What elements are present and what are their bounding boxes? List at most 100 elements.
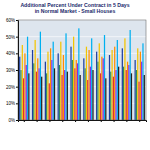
tick-mark: [16, 120, 18, 121]
bar: [109, 55, 110, 120]
bar: [117, 40, 118, 120]
bar: [74, 68, 75, 120]
series: [26, 58, 143, 120]
grid-line: [18, 36, 146, 37]
tick-mark: [24, 120, 25, 122]
bar: [86, 47, 87, 120]
bar: [33, 63, 34, 120]
bar: [111, 50, 112, 120]
bar: [141, 62, 142, 120]
bars: [19, 28, 145, 120]
bar: [103, 58, 104, 120]
bar: [51, 60, 52, 120]
tick: [126, 120, 127, 122]
bar: [50, 48, 51, 120]
bar: [63, 55, 64, 120]
bar: [92, 70, 93, 120]
bar: [72, 60, 73, 120]
tick-mark: [16, 103, 18, 104]
series: [28, 67, 145, 120]
tick: [139, 120, 140, 122]
bar: [83, 58, 84, 120]
tick-label: 40%: [6, 51, 15, 56]
tick-mark: [88, 120, 89, 122]
bar: [64, 70, 65, 120]
bar: [137, 48, 138, 120]
bar: [76, 60, 77, 120]
bar: [24, 53, 25, 120]
bar: [59, 65, 60, 120]
tick: 20%: [6, 85, 18, 90]
bar: [36, 72, 37, 120]
tick-label: 0%: [8, 118, 15, 123]
chart: Additional Percent Under Contract in 5 D…: [0, 0, 150, 150]
tick-label: 10%: [6, 101, 15, 106]
tick-mark: [16, 53, 18, 54]
tick-label: 20%: [6, 85, 15, 90]
tick: [37, 120, 38, 122]
tick: 30%: [6, 68, 18, 73]
bar: [47, 52, 48, 120]
bar: [97, 62, 98, 120]
grid-line: [18, 53, 146, 54]
bar: [85, 68, 86, 120]
tick-label: 60%: [6, 18, 15, 23]
bar: [88, 50, 89, 120]
bar: [130, 30, 131, 120]
tick-mark: [62, 120, 63, 122]
bar: [22, 45, 23, 120]
bar: [78, 28, 79, 120]
tick-mark: [37, 120, 38, 122]
bar: [115, 70, 116, 120]
tick: [88, 120, 89, 122]
bar: [61, 75, 62, 120]
bar: [114, 47, 115, 120]
x-axis: [19, 120, 147, 122]
background: [0, 0, 150, 150]
tick-mark: [101, 120, 102, 122]
y-axis: 0% 10% 20% 30% 40% 50% 60%: [6, 18, 19, 123]
bar: [40, 32, 41, 120]
tick: 60%: [6, 18, 18, 23]
bar: [58, 53, 59, 120]
bar: [105, 78, 106, 120]
bar: [37, 58, 38, 120]
tick-mark: [16, 20, 18, 21]
bar: [77, 63, 78, 120]
series: [22, 37, 139, 120]
tick-mark: [16, 37, 18, 38]
bar: [90, 67, 91, 120]
bar: [104, 35, 105, 120]
title: Additional Percent Under Contract in 5 D…: [20, 2, 129, 14]
bar: [38, 68, 39, 120]
tick-mark: [49, 120, 50, 122]
bar: [73, 37, 74, 120]
series: [24, 47, 141, 120]
series: [27, 28, 144, 120]
bar: [80, 75, 81, 120]
tick-mark: [16, 70, 18, 71]
bar: [91, 38, 92, 120]
bar: [138, 82, 139, 120]
plot-background: [18, 20, 146, 120]
bar: [54, 68, 55, 120]
bar: [45, 62, 46, 120]
bar: [135, 60, 136, 120]
bar: [128, 65, 129, 120]
bar: [65, 33, 66, 120]
bar: [123, 67, 124, 120]
bar: [126, 70, 127, 120]
tick: [62, 120, 63, 122]
tick: [49, 120, 50, 122]
tick-label: 50%: [6, 35, 15, 40]
bar: [127, 62, 128, 120]
bar: [53, 42, 54, 120]
bar: [140, 52, 141, 120]
plot: 0% 10% 20% 30% 40% 50% 60%: [6, 18, 147, 123]
tick-label: 30%: [6, 68, 15, 73]
bar: [99, 43, 100, 120]
bar: [41, 77, 42, 120]
tick-mark: [139, 120, 140, 122]
bar: [142, 43, 143, 120]
tick: 40%: [6, 51, 18, 56]
